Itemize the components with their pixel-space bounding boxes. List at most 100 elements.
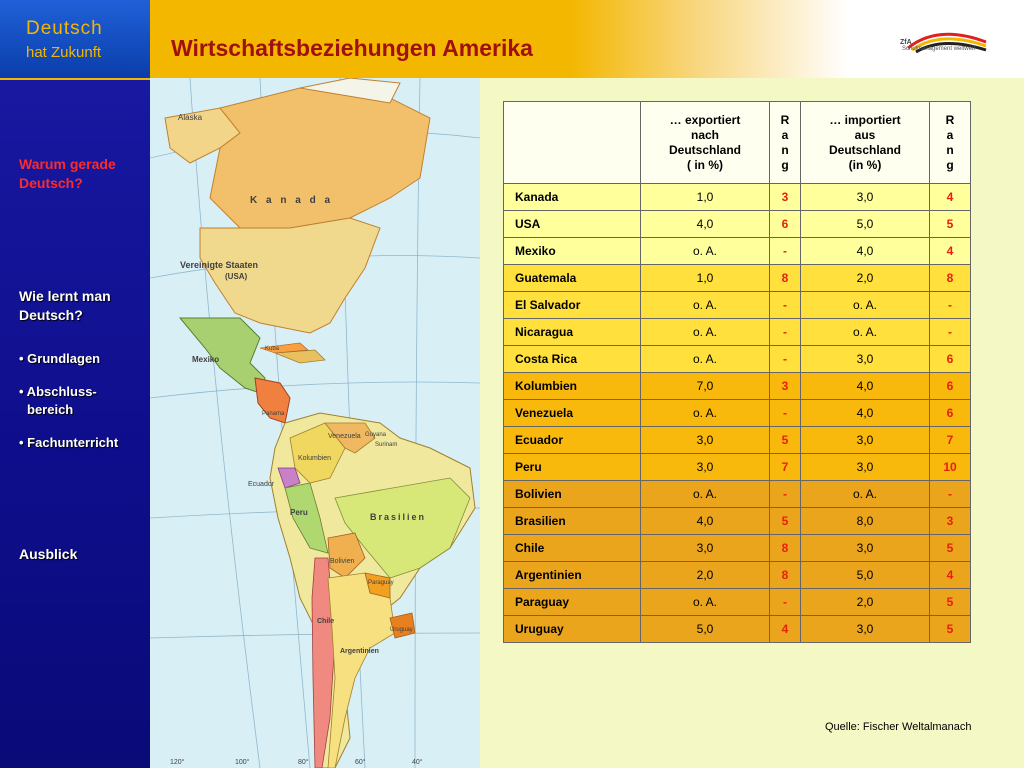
cell-rank-import: 5 <box>929 615 971 643</box>
nav-abschlussbereich-cont[interactable]: bereich <box>27 402 74 417</box>
cell-export: o. A. <box>640 345 770 373</box>
cell-import: 5,0 <box>800 561 930 589</box>
cell-country: Guatemala <box>503 264 641 292</box>
table-row: Nicaragua o. A. - o. A. - <box>503 318 971 346</box>
header-export: … exportiert nach Deutschland ( in %) <box>640 101 770 184</box>
header-rang-char: g <box>946 157 954 172</box>
nav-fachunterricht[interactable]: • Fachunterricht <box>19 435 119 450</box>
cell-export: 3,0 <box>640 426 770 454</box>
brand-logo[interactable]: Deutsch hat Zukunft <box>0 0 150 80</box>
map-lon-40: 40° <box>412 758 423 766</box>
map-label-kolumbien: Kolumbien <box>298 455 331 462</box>
cell-rank-export: 8 <box>769 561 801 589</box>
map-label-chile: Chile <box>317 618 334 625</box>
cell-country: Chile <box>503 534 641 562</box>
cell-rank-export: - <box>769 291 801 319</box>
header-import-line: aus <box>854 127 876 142</box>
cell-rank-export: 5 <box>769 507 801 535</box>
logo-tagline: Schulmanagement weltweit <box>902 46 976 52</box>
table-row: Costa Rica o. A. -3,0 6 <box>503 345 971 373</box>
cell-rank-import: 7 <box>929 426 971 454</box>
cell-export: o. A. <box>640 399 770 427</box>
header-import-line: Deutschland <box>828 142 901 157</box>
nav-warum-gerade-deutsch[interactable]: Warum gerade Deutsch? <box>19 156 116 191</box>
cell-rank-export: 6 <box>769 210 801 238</box>
cell-export: 4,0 <box>640 507 770 535</box>
map-lon-80: 80° <box>298 758 309 766</box>
nav-ausblick[interactable]: Ausblick <box>19 546 78 562</box>
map-lon-120: 120° <box>170 758 185 766</box>
sidebar: Deutsch hat Zukunft Warum gerade Deutsch… <box>0 0 150 768</box>
cell-country: Venezuela <box>503 399 641 427</box>
nav-grundlagen[interactable]: • Grundlagen <box>19 351 101 366</box>
table-row: Guatemala 1,0 8 2,0 8 <box>503 264 971 292</box>
page-title: Wirtschaftsbeziehungen Amerika <box>171 35 533 61</box>
header-rang-char: a <box>781 127 789 142</box>
table-row: El Salvador o. A. - o. A. - <box>503 291 971 319</box>
cell-rank-import: 5 <box>929 588 971 616</box>
cell-country: Kolumbien <box>503 372 641 400</box>
table-row: Argentinien 2,0 8 5,0 4 <box>503 561 971 589</box>
map-label-surinam: Surinam <box>375 442 397 448</box>
map-lon-100: 100° <box>235 758 250 766</box>
table-row: Venezuela o. A. -4,0 6 <box>503 399 971 427</box>
header-import: … importiert aus Deutschland (in %) <box>800 101 930 184</box>
cell-country: Bolivien <box>503 480 641 508</box>
map-label-alaska: Alaska <box>178 113 203 122</box>
table-row: Kanada 1,0 3 3,0 4 <box>503 183 971 211</box>
map-label-mexiko: Mexiko <box>192 355 219 364</box>
cell-import: o. A. <box>800 291 930 319</box>
map-label-kanada: K a n a d a <box>250 195 333 206</box>
cell-rank-import: 6 <box>929 399 971 427</box>
cell-import: 3,0 <box>800 615 930 643</box>
map-label-bolivien: Bolivien <box>330 558 355 565</box>
table-row: Bolivien o. A. - o. A. - <box>503 480 971 508</box>
cell-rank-export: - <box>769 399 801 427</box>
map-label-kuba: Kuba <box>265 346 280 352</box>
nav-abschlussbereich[interactable]: • Abschluss- <box>19 384 97 399</box>
table-row: Kolumbien 7,0 3 4,0 6 <box>503 372 971 400</box>
cell-export: o. A. <box>640 480 770 508</box>
cell-rank-import: 8 <box>929 264 971 292</box>
nav-wie-lernt-man-deutsch[interactable]: Wie lernt man Deutsch? <box>19 288 111 323</box>
cell-import: 3,0 <box>800 345 930 373</box>
table-row: Chile 3,0 8 3,0 5 <box>503 534 971 562</box>
cell-country: Peru <box>503 453 641 481</box>
table-header-row: … exportiert nach Deutschland ( in %) R … <box>503 101 971 184</box>
map-label-peru: Peru <box>290 508 308 517</box>
cell-rank-import: 10 <box>929 453 971 481</box>
map-label-paraguay: Paraguay <box>368 580 394 586</box>
cell-export: o. A. <box>640 588 770 616</box>
cell-rank-import: 4 <box>929 561 971 589</box>
cell-export: o. A. <box>640 291 770 319</box>
cell-rank-import: 6 <box>929 372 971 400</box>
header-bar <box>150 0 1024 78</box>
cell-rank-import: - <box>929 480 971 508</box>
map-label-usa: Vereinigte Staaten <box>180 260 258 270</box>
cell-import: 4,0 <box>800 372 930 400</box>
cell-country: USA <box>503 210 641 238</box>
header-rang-char: R <box>945 112 955 127</box>
brand-line-1: Deutsch <box>26 18 103 39</box>
cell-export: 3,0 <box>640 453 770 481</box>
cell-rank-export: 3 <box>769 183 801 211</box>
cell-export: 1,0 <box>640 264 770 292</box>
map-label-panama: Panama <box>262 411 285 417</box>
cell-export: 1,0 <box>640 183 770 211</box>
cell-import: o. A. <box>800 318 930 346</box>
cell-export: 7,0 <box>640 372 770 400</box>
header-rang-char: g <box>781 157 789 172</box>
table-body: Kanada 1,0 3 3,0 4 USA 4,0 6 5,0 5 Mexiko o. A. -4,0… <box>503 183 971 643</box>
cell-import: 3,0 <box>800 426 930 454</box>
cell-rank-import: 3 <box>929 507 971 535</box>
source-note: Quelle: Fischer Weltalmanach <box>825 721 972 733</box>
cell-rank-export: - <box>769 318 801 346</box>
table-row: Mexiko o. A. -4,0 4 <box>503 237 971 265</box>
header-export-line: ( in %) <box>687 157 723 172</box>
cell-country: Ecuador <box>503 426 641 454</box>
header-rang-export: R a n g <box>769 101 801 184</box>
map-label-venezuela: Venezuela <box>328 433 361 440</box>
cell-export: o. A. <box>640 318 770 346</box>
cell-country: Costa Rica <box>503 345 641 373</box>
map-label-ecuador: Ecuador <box>248 481 275 488</box>
